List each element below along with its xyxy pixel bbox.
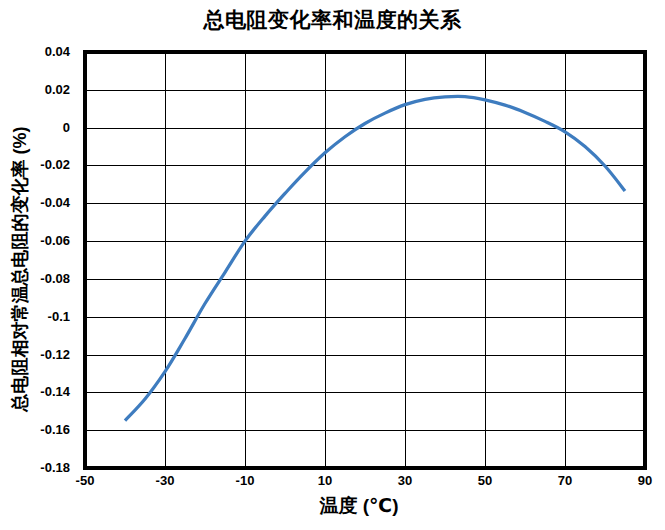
x-tick-label: 50: [460, 473, 510, 488]
y-tick-label: 0.04: [10, 44, 70, 60]
x-tick-label: 10: [300, 473, 350, 488]
y-tick-label: -0.02: [10, 157, 70, 173]
y-tick-label: -0.06: [10, 233, 70, 249]
y-tick-label: 0: [10, 120, 70, 136]
x-tick-label: 70: [540, 473, 590, 488]
y-tick-label: -0.12: [10, 347, 70, 363]
x-tick-label: 30: [380, 473, 430, 488]
x-tick-label: -30: [140, 473, 190, 488]
x-tick-label: 90: [620, 473, 665, 488]
x-tick-label: -50: [60, 473, 110, 488]
y-tick-label: 0.02: [10, 82, 70, 98]
y-tick-label: -0.14: [10, 384, 70, 400]
y-tick-label: -0.04: [10, 195, 70, 211]
plot-area: [0, 0, 665, 530]
x-axis-title: 温度 (℃): [219, 493, 499, 519]
y-tick-label: -0.16: [10, 422, 70, 438]
chart: 总电阻变化率和温度的关系 总电阻相对常温总电阻的变化率 (%) 0.040.02…: [0, 0, 665, 530]
x-tick-label: -10: [220, 473, 270, 488]
y-tick-label: -0.1: [10, 309, 70, 325]
y-tick-label: -0.08: [10, 271, 70, 287]
